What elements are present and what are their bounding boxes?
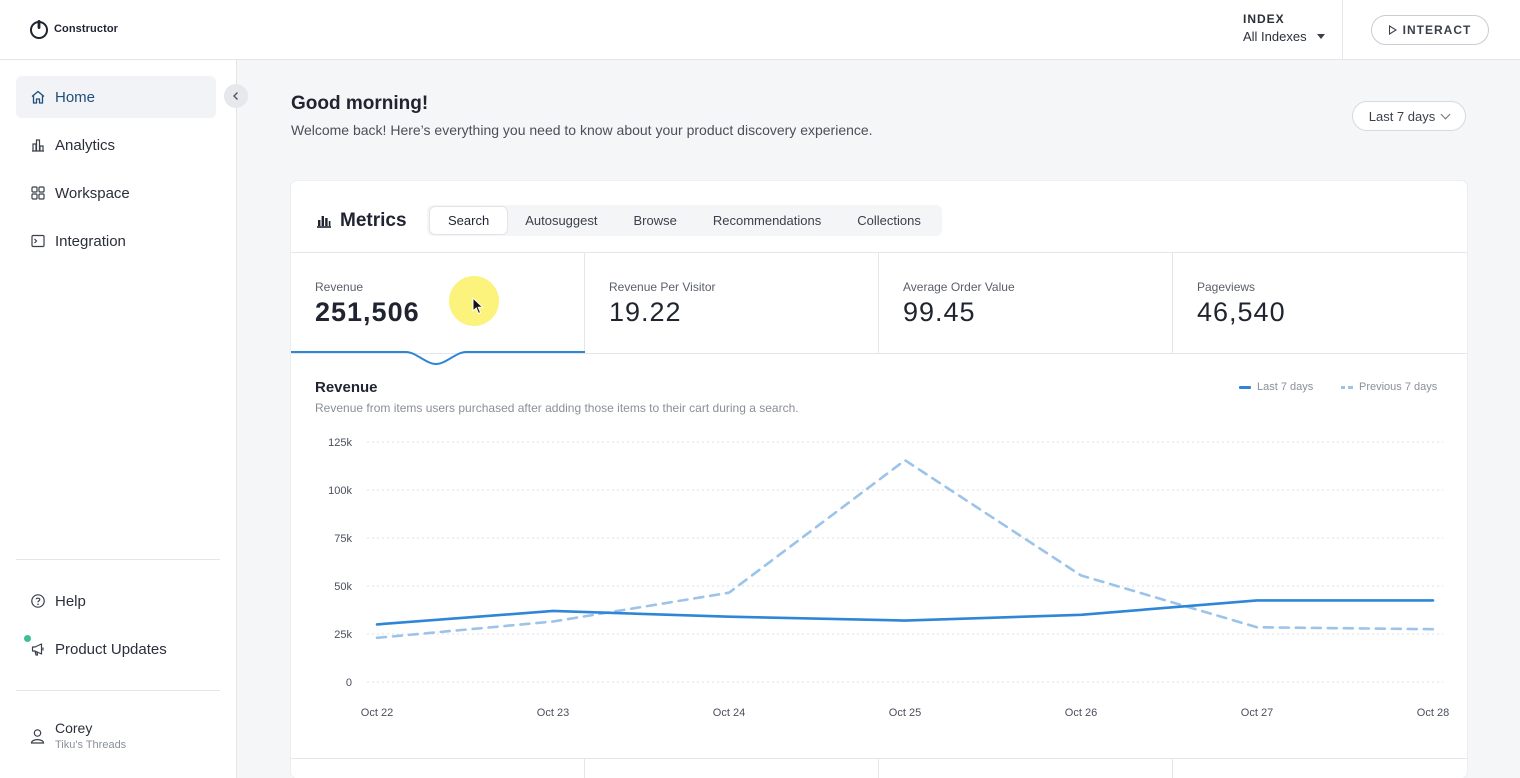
chart-title: Revenue (315, 379, 378, 396)
sidebar-item-label: Workspace (55, 184, 130, 202)
next-kpi-row (291, 758, 1467, 778)
legend-dashed-swatch (1341, 385, 1353, 389)
metrics-title-text: Metrics (340, 210, 407, 231)
interact-label: INTERACT (1402, 23, 1472, 37)
metrics-tabs: Search Autosuggest Browse Recommendation… (427, 205, 942, 236)
x-tick-label: Oct 22 (361, 707, 393, 719)
collapse-sidebar-button[interactable] (224, 84, 248, 108)
kpi-value: 251,506 (315, 297, 420, 327)
y-tick-label: 125k (328, 437, 352, 449)
kpi-value: 19.22 (609, 297, 682, 327)
kpi-value: 46,540 (1197, 297, 1286, 327)
sidebar-divider (16, 690, 220, 691)
mouse-cursor-icon (472, 297, 484, 315)
kpi-label: Revenue (315, 280, 364, 294)
date-range-value: Last 7 days (1368, 108, 1436, 124)
kpi-revenue-per-visitor[interactable]: Revenue Per Visitor 19.22 (585, 253, 879, 353)
y-tick-label: 75k (334, 533, 352, 545)
legend-label: Last 7 days (1257, 381, 1314, 393)
y-tick-label: 50k (334, 581, 352, 593)
top-bar: Constructor INDEX All Indexes INTERACT (0, 0, 1520, 60)
interact-button[interactable]: INTERACT (1371, 15, 1489, 45)
kpi-label: Revenue Per Visitor (609, 280, 716, 294)
kpi-label: Average Order Value (903, 280, 1015, 294)
sidebar-item-home[interactable]: Home (16, 76, 216, 118)
y-tick-label: 25k (334, 629, 352, 641)
active-kpi-indicator (291, 351, 585, 366)
integration-icon (31, 234, 45, 248)
kpi-average-order-value[interactable]: Average Order Value 99.45 (879, 253, 1173, 353)
date-range-dropdown[interactable]: Last 7 days (1352, 101, 1466, 131)
sidebar-item-product-updates[interactable]: Product Updates (16, 628, 216, 670)
header-divider (1342, 0, 1343, 60)
tab-collections[interactable]: Collections (857, 213, 921, 228)
series-line-previous-7-days (375, 458, 1435, 640)
index-value: All Indexes (1243, 29, 1307, 44)
sidebar-item-label: Integration (55, 232, 126, 250)
sidebar-item-label: Product Updates (55, 640, 167, 658)
x-tick-label: Oct 27 (1241, 707, 1273, 719)
notification-dot (24, 635, 31, 642)
megaphone-icon (31, 643, 44, 656)
x-tick-label: Oct 25 (889, 707, 921, 719)
series-line-last-7-days (375, 599, 1435, 626)
y-tick-label: 100k (328, 485, 352, 497)
index-label: INDEX (1243, 12, 1285, 26)
user-name: Corey (55, 720, 93, 736)
kpi-pageviews[interactable]: Pageviews 46,540 (1173, 253, 1467, 353)
kpi-divider (878, 759, 879, 778)
kpi-divider (584, 759, 585, 778)
user-menu[interactable]: Corey Tiku's Threads (30, 720, 126, 751)
constructor-logo-icon (30, 20, 48, 39)
x-tick-label: Oct 24 (713, 707, 745, 719)
caret-down-icon (1316, 34, 1325, 39)
greeting-title: Good morning! (291, 93, 429, 114)
sidebar-divider (16, 559, 220, 560)
sidebar: Home Analytics Workspace Integration Hel… (0, 60, 237, 778)
legend-last-7-days: Last 7 days (1239, 381, 1313, 393)
tab-recommendations[interactable]: Recommendations (712, 213, 822, 228)
sidebar-item-label: Home (55, 88, 96, 106)
tab-browse[interactable]: Browse (633, 213, 677, 228)
kpi-label: Pageviews (1197, 280, 1256, 294)
chevron-left-icon (233, 92, 238, 100)
logo[interactable]: Constructor (28, 18, 118, 40)
x-tick-label: Oct 26 (1065, 707, 1097, 719)
card-divider (291, 252, 1467, 253)
legend-previous-7-days: Previous 7 days (1341, 381, 1437, 393)
user-org: Tiku's Threads (55, 739, 127, 751)
revenue-chart: 0 25k 50k 75k 100k 125k Oct 22 Oct 23 Oct 24 Oct … (328, 437, 1449, 719)
legend-label: Previous 7 days (1359, 381, 1438, 393)
help-icon (31, 594, 45, 608)
sidebar-item-help[interactable]: Help (16, 580, 216, 622)
x-tick-label: Oct 23 (537, 707, 569, 719)
sidebar-item-integration[interactable]: Integration (16, 220, 216, 262)
welcome-text: Welcome back! Here’s everything you need… (291, 122, 873, 138)
sidebar-item-label: Help (55, 592, 86, 610)
analytics-icon (32, 139, 44, 152)
chart-subtitle: Revenue from items users purchased after… (315, 401, 799, 415)
user-icon (30, 728, 45, 744)
sidebar-item-analytics[interactable]: Analytics (16, 124, 216, 166)
workspace-icon (31, 186, 45, 200)
chevron-down-icon (1440, 109, 1451, 119)
sidebar-item-label: Analytics (55, 136, 116, 154)
legend-solid-swatch (1239, 385, 1251, 389)
kpi-row: Revenue 251,506 Revenue Per Visitor 19.2… (291, 253, 1467, 354)
tab-autosuggest[interactable]: Autosuggest (525, 213, 598, 228)
x-tick-label: Oct 28 (1417, 707, 1449, 719)
kpi-revenue[interactable]: Revenue 251,506 (291, 253, 585, 353)
y-tick-label: 0 (346, 677, 352, 689)
sidebar-item-workspace[interactable]: Workspace (16, 172, 216, 214)
kpi-value: 99.45 (903, 297, 976, 327)
home-icon (31, 90, 45, 104)
kpi-divider (1172, 759, 1173, 778)
metrics-title: Metrics (316, 210, 407, 232)
index-selector[interactable]: INDEX All Indexes (1243, 12, 1325, 44)
logo-text: Constructor (54, 23, 119, 35)
tab-search[interactable]: Search (430, 207, 508, 234)
bar-chart-icon (317, 216, 331, 228)
play-icon (1388, 25, 1397, 35)
